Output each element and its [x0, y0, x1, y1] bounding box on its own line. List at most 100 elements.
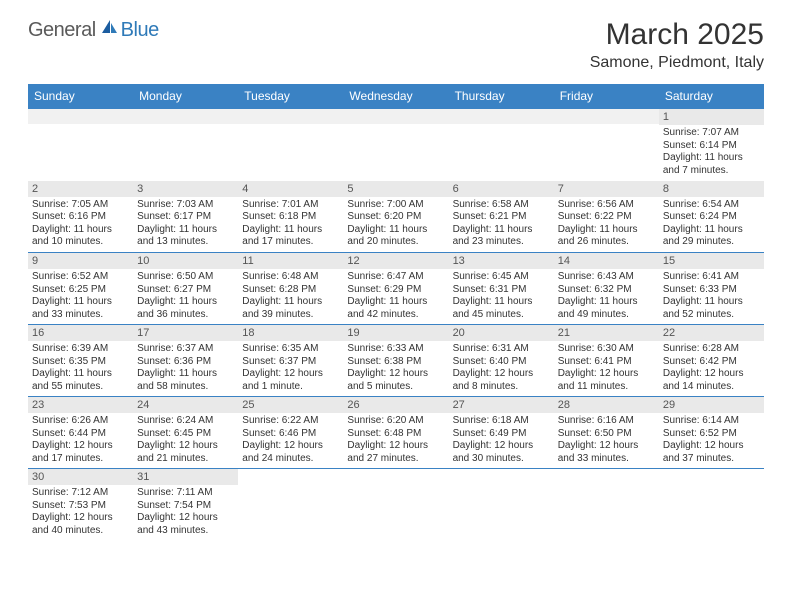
calendar-week-row: 1Sunrise: 7:07 AMSunset: 6:14 PMDaylight… [28, 109, 764, 181]
header: General Blue March 2025 Samone, Piedmont… [0, 0, 792, 78]
calendar-cell: 17Sunrise: 6:37 AMSunset: 6:36 PMDayligh… [133, 325, 238, 397]
calendar-cell: 20Sunrise: 6:31 AMSunset: 6:40 PMDayligh… [449, 325, 554, 397]
empty-day-strip [133, 109, 238, 124]
day-details: Sunrise: 7:01 AMSunset: 6:18 PMDaylight:… [238, 197, 343, 249]
calendar-cell: 23Sunrise: 6:26 AMSunset: 6:44 PMDayligh… [28, 397, 133, 469]
day-details: Sunrise: 7:03 AMSunset: 6:17 PMDaylight:… [133, 197, 238, 249]
calendar-cell: 14Sunrise: 6:43 AMSunset: 6:32 PMDayligh… [554, 253, 659, 325]
calendar-cell: 8Sunrise: 6:54 AMSunset: 6:24 PMDaylight… [659, 181, 764, 253]
calendar-cell: 19Sunrise: 6:33 AMSunset: 6:38 PMDayligh… [343, 325, 448, 397]
location-subtitle: Samone, Piedmont, Italy [590, 54, 764, 72]
day-details: Sunrise: 6:26 AMSunset: 6:44 PMDaylight:… [28, 413, 133, 465]
empty-day-strip [28, 109, 133, 124]
calendar-cell: 25Sunrise: 6:22 AMSunset: 6:46 PMDayligh… [238, 397, 343, 469]
day-number: 29 [659, 397, 764, 413]
calendar-cell: 11Sunrise: 6:48 AMSunset: 6:28 PMDayligh… [238, 253, 343, 325]
day-header-row: Sunday Monday Tuesday Wednesday Thursday… [28, 84, 764, 109]
day-details: Sunrise: 6:47 AMSunset: 6:29 PMDaylight:… [343, 269, 448, 321]
calendar-cell: 29Sunrise: 6:14 AMSunset: 6:52 PMDayligh… [659, 397, 764, 469]
calendar-cell [659, 469, 764, 541]
calendar-cell: 16Sunrise: 6:39 AMSunset: 6:35 PMDayligh… [28, 325, 133, 397]
day-number: 23 [28, 397, 133, 413]
calendar-cell: 4Sunrise: 7:01 AMSunset: 6:18 PMDaylight… [238, 181, 343, 253]
day-details: Sunrise: 6:18 AMSunset: 6:49 PMDaylight:… [449, 413, 554, 465]
day-details: Sunrise: 6:30 AMSunset: 6:41 PMDaylight:… [554, 341, 659, 393]
calendar-cell [28, 109, 133, 181]
day-header: Wednesday [343, 84, 448, 109]
day-number: 5 [343, 181, 448, 197]
day-details: Sunrise: 6:39 AMSunset: 6:35 PMDaylight:… [28, 341, 133, 393]
day-header: Friday [554, 84, 659, 109]
day-number: 10 [133, 253, 238, 269]
day-number: 20 [449, 325, 554, 341]
calendar-cell: 21Sunrise: 6:30 AMSunset: 6:41 PMDayligh… [554, 325, 659, 397]
calendar-cell: 28Sunrise: 6:16 AMSunset: 6:50 PMDayligh… [554, 397, 659, 469]
calendar-cell: 6Sunrise: 6:58 AMSunset: 6:21 PMDaylight… [449, 181, 554, 253]
day-number: 21 [554, 325, 659, 341]
calendar-cell [343, 109, 448, 181]
day-details: Sunrise: 6:31 AMSunset: 6:40 PMDaylight:… [449, 341, 554, 393]
calendar-cell [133, 109, 238, 181]
day-header: Thursday [449, 84, 554, 109]
calendar-cell: 9Sunrise: 6:52 AMSunset: 6:25 PMDaylight… [28, 253, 133, 325]
logo-text-blue: Blue [121, 19, 159, 42]
logo: General Blue [28, 18, 159, 43]
day-details: Sunrise: 6:54 AMSunset: 6:24 PMDaylight:… [659, 197, 764, 249]
title-block: March 2025 Samone, Piedmont, Italy [590, 18, 764, 72]
calendar-week-row: 2Sunrise: 7:05 AMSunset: 6:16 PMDaylight… [28, 181, 764, 253]
day-number: 28 [554, 397, 659, 413]
day-number: 7 [554, 181, 659, 197]
day-header: Tuesday [238, 84, 343, 109]
day-number: 16 [28, 325, 133, 341]
calendar-cell: 15Sunrise: 6:41 AMSunset: 6:33 PMDayligh… [659, 253, 764, 325]
day-details: Sunrise: 6:14 AMSunset: 6:52 PMDaylight:… [659, 413, 764, 465]
empty-day-strip [238, 109, 343, 124]
day-details: Sunrise: 7:11 AMSunset: 7:54 PMDaylight:… [133, 485, 238, 537]
day-number: 1 [659, 109, 764, 125]
calendar-cell: 18Sunrise: 6:35 AMSunset: 6:37 PMDayligh… [238, 325, 343, 397]
day-details: Sunrise: 6:45 AMSunset: 6:31 PMDaylight:… [449, 269, 554, 321]
day-number: 12 [343, 253, 448, 269]
calendar-week-row: 30Sunrise: 7:12 AMSunset: 7:53 PMDayligh… [28, 469, 764, 541]
calendar-cell: 13Sunrise: 6:45 AMSunset: 6:31 PMDayligh… [449, 253, 554, 325]
day-details: Sunrise: 6:58 AMSunset: 6:21 PMDaylight:… [449, 197, 554, 249]
day-details: Sunrise: 6:16 AMSunset: 6:50 PMDaylight:… [554, 413, 659, 465]
empty-day-strip [449, 109, 554, 124]
day-details: Sunrise: 6:50 AMSunset: 6:27 PMDaylight:… [133, 269, 238, 321]
calendar-cell: 22Sunrise: 6:28 AMSunset: 6:42 PMDayligh… [659, 325, 764, 397]
day-number: 6 [449, 181, 554, 197]
day-number: 26 [343, 397, 448, 413]
day-number: 30 [28, 469, 133, 485]
day-details: Sunrise: 6:20 AMSunset: 6:48 PMDaylight:… [343, 413, 448, 465]
calendar-cell: 24Sunrise: 6:24 AMSunset: 6:45 PMDayligh… [133, 397, 238, 469]
page-title: March 2025 [590, 18, 764, 52]
day-number: 11 [238, 253, 343, 269]
empty-day-strip [554, 109, 659, 124]
calendar-cell [343, 469, 448, 541]
calendar-cell: 3Sunrise: 7:03 AMSunset: 6:17 PMDaylight… [133, 181, 238, 253]
day-header: Sunday [28, 84, 133, 109]
day-details: Sunrise: 6:41 AMSunset: 6:33 PMDaylight:… [659, 269, 764, 321]
day-details: Sunrise: 6:52 AMSunset: 6:25 PMDaylight:… [28, 269, 133, 321]
day-details: Sunrise: 6:33 AMSunset: 6:38 PMDaylight:… [343, 341, 448, 393]
calendar-cell: 30Sunrise: 7:12 AMSunset: 7:53 PMDayligh… [28, 469, 133, 541]
day-details: Sunrise: 6:35 AMSunset: 6:37 PMDaylight:… [238, 341, 343, 393]
calendar-week-row: 23Sunrise: 6:26 AMSunset: 6:44 PMDayligh… [28, 397, 764, 469]
day-details: Sunrise: 6:48 AMSunset: 6:28 PMDaylight:… [238, 269, 343, 321]
calendar-cell [238, 109, 343, 181]
day-number: 31 [133, 469, 238, 485]
day-number: 18 [238, 325, 343, 341]
day-number: 2 [28, 181, 133, 197]
day-number: 8 [659, 181, 764, 197]
day-number: 19 [343, 325, 448, 341]
calendar-cell: 26Sunrise: 6:20 AMSunset: 6:48 PMDayligh… [343, 397, 448, 469]
day-number: 27 [449, 397, 554, 413]
day-details: Sunrise: 7:12 AMSunset: 7:53 PMDaylight:… [28, 485, 133, 537]
day-details: Sunrise: 6:28 AMSunset: 6:42 PMDaylight:… [659, 341, 764, 393]
day-details: Sunrise: 7:00 AMSunset: 6:20 PMDaylight:… [343, 197, 448, 249]
day-number: 14 [554, 253, 659, 269]
calendar-cell [554, 469, 659, 541]
calendar-table: Sunday Monday Tuesday Wednesday Thursday… [28, 84, 764, 541]
calendar-cell [554, 109, 659, 181]
day-number: 9 [28, 253, 133, 269]
